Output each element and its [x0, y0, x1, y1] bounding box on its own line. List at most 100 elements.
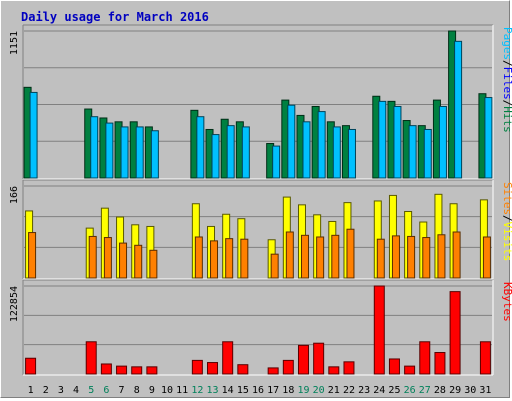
bar-kbytes-day-15 — [237, 364, 249, 375]
bar-kbytes-day-7 — [116, 365, 128, 375]
x-tick-label: 25 — [388, 385, 400, 396]
bar-sites-day-29 — [452, 231, 461, 279]
x-tick-label: 21 — [328, 385, 340, 396]
bar-sites-day-17 — [270, 253, 279, 279]
bar-sites-day-14 — [225, 238, 234, 279]
bar-sites-day-1 — [28, 232, 37, 279]
x-tick-label: 31 — [479, 385, 491, 396]
x-tick-label: 19 — [297, 385, 309, 396]
y-max-label: 1151 — [9, 31, 20, 55]
bar-sites-day-18 — [285, 231, 294, 279]
x-tick-label: 30 — [464, 385, 476, 396]
x-tick-label: 27 — [419, 385, 431, 396]
bar-pages-day-18 — [287, 104, 296, 179]
x-tick-label: 28 — [434, 385, 446, 396]
bar-kbytes-day-1 — [25, 357, 37, 375]
x-tick-label: 15 — [237, 385, 249, 396]
bar-sites-day-12 — [194, 236, 203, 279]
bar-pages-day-19 — [302, 121, 311, 179]
x-tick-label: 2 — [43, 385, 49, 396]
legend-separator: / — [501, 60, 512, 67]
x-tick-label: 5 — [88, 385, 94, 396]
x-tick-label: 18 — [282, 385, 294, 396]
bar-kbytes-day-27 — [419, 341, 431, 375]
bar-pages-day-24 — [378, 100, 387, 179]
bar-sites-day-13 — [210, 240, 219, 279]
bar-kbytes-day-29 — [449, 291, 461, 375]
bar-kbytes-day-31 — [479, 341, 491, 375]
x-tick-label: 20 — [313, 385, 325, 396]
bar-kbytes-day-19 — [297, 344, 309, 375]
bar-pages-day-31 — [484, 97, 493, 179]
bar-pages-day-1 — [29, 91, 38, 179]
legend-separator: / — [501, 215, 512, 222]
bar-pages-day-9 — [150, 130, 159, 179]
x-tick-label: 23 — [358, 385, 370, 396]
x-tick-label: 29 — [449, 385, 461, 396]
bar-sites-day-21 — [331, 234, 340, 279]
bar-pages-day-14 — [226, 125, 235, 179]
x-tick-label: 3 — [58, 385, 64, 396]
bar-pages-day-22 — [347, 128, 356, 179]
bar-kbytes-day-20 — [313, 342, 325, 375]
bar-sites-day-15 — [240, 238, 249, 279]
y-max-label: 166 — [9, 186, 20, 204]
x-tick-label: 22 — [343, 385, 355, 396]
x-tick-label: 6 — [103, 385, 109, 396]
x-tick-label: 26 — [404, 385, 416, 396]
bar-pages-day-13 — [211, 134, 220, 179]
x-tick-label: 12 — [191, 385, 203, 396]
bar-sites-day-24 — [376, 238, 385, 279]
bar-kbytes-day-22 — [343, 361, 355, 375]
x-tick-label: 16 — [252, 385, 264, 396]
bar-sites-day-27 — [422, 237, 431, 279]
bar-kbytes-day-25 — [388, 358, 400, 375]
bar-pages-day-21 — [332, 126, 341, 179]
y-max-label: 122854 — [9, 286, 20, 322]
panel-background — [23, 280, 493, 375]
bar-kbytes-day-13 — [207, 362, 219, 375]
bar-pages-day-27 — [423, 128, 432, 179]
bar-kbytes-day-5 — [85, 341, 97, 375]
bar-pages-day-20 — [317, 111, 326, 179]
bar-pages-day-7 — [120, 126, 129, 179]
x-tick-label: 1 — [28, 385, 34, 396]
bar-kbytes-day-12 — [191, 359, 203, 375]
bar-kbytes-day-9 — [146, 366, 158, 375]
bar-kbytes-day-17 — [267, 367, 279, 375]
bar-sites-day-5 — [88, 235, 97, 279]
bar-pages-day-15 — [241, 126, 250, 179]
bar-pages-day-29 — [454, 40, 463, 179]
bar-pages-day-8 — [135, 126, 144, 179]
x-tick-label: 24 — [373, 385, 385, 396]
legend-visits: Visits — [501, 222, 512, 262]
x-tick-label: 8 — [134, 385, 140, 396]
legend-sites: Sites — [501, 182, 512, 215]
bar-kbytes-day-26 — [404, 365, 416, 375]
legend-hits: Hits — [501, 106, 512, 133]
x-tick-label: 17 — [267, 385, 279, 396]
x-tick-label: 9 — [149, 385, 155, 396]
bar-sites-day-20 — [316, 236, 325, 279]
bar-sites-day-7 — [119, 242, 128, 279]
x-tick-label: 13 — [206, 385, 218, 396]
bar-sites-day-8 — [134, 244, 143, 279]
x-tick-label: 11 — [176, 385, 188, 396]
x-tick-label: 4 — [73, 385, 79, 396]
bar-kbytes-day-28 — [434, 352, 446, 375]
bar-kbytes-day-6 — [100, 363, 112, 375]
bar-sites-day-22 — [346, 228, 355, 279]
bar-sites-day-25 — [391, 235, 400, 279]
chart-title: Daily usage for March 2016 — [21, 10, 209, 24]
bar-pages-day-5 — [90, 116, 99, 179]
bar-sites-day-9 — [149, 249, 158, 279]
bar-kbytes-day-24 — [373, 285, 385, 375]
bar-kbytes-day-21 — [328, 366, 340, 375]
bar-pages-day-26 — [408, 125, 417, 179]
bar-sites-day-28 — [437, 234, 446, 279]
legend-pages: Pages — [501, 27, 512, 60]
bar-sites-day-26 — [407, 235, 416, 279]
legend-kbytes: KBytes — [501, 282, 512, 322]
